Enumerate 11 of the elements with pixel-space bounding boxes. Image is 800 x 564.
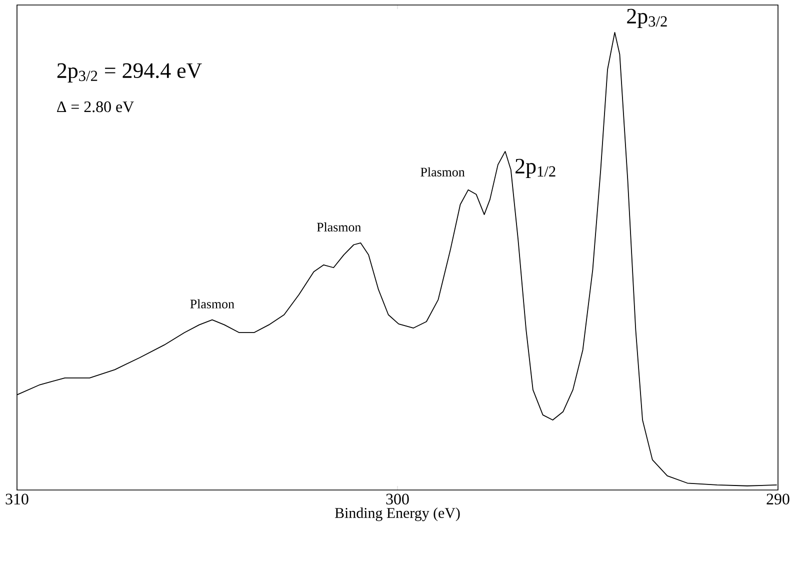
annotation: Plasmon bbox=[420, 167, 465, 176]
annotation: 2p$_{1/2}$ bbox=[516, 158, 556, 178]
annotation: Plasmon bbox=[190, 299, 234, 308]
x-tick-label: 290 bbox=[766, 494, 790, 504]
annotation: 2p$_{3/2}$ bbox=[627, 8, 667, 28]
annotation: Plasmon bbox=[316, 222, 361, 232]
x-tick-label: 310 bbox=[6, 494, 28, 504]
annotation: Δ = 2.80 eV bbox=[57, 101, 134, 112]
annotation: 2p$_{3/2}$ = 294.4 eV bbox=[57, 63, 202, 82]
x-axis-title: Binding Energy (eV) bbox=[334, 508, 460, 522]
x-tick-label: 300 bbox=[386, 494, 409, 504]
